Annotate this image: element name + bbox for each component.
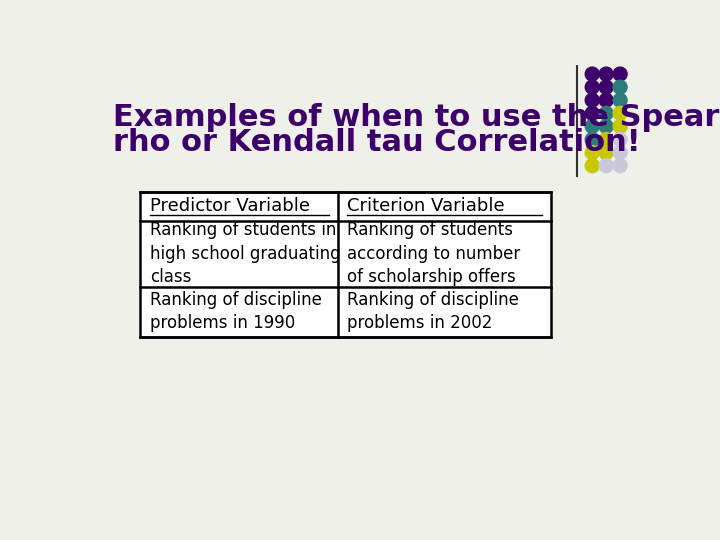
Circle shape: [585, 67, 599, 81]
Circle shape: [585, 93, 599, 107]
Circle shape: [599, 146, 613, 159]
Text: Ranking of students
according to number
of scholarship offers: Ranking of students according to number …: [347, 221, 521, 286]
Circle shape: [613, 67, 627, 81]
Circle shape: [585, 159, 599, 173]
Circle shape: [599, 119, 613, 133]
Circle shape: [613, 132, 627, 146]
Circle shape: [599, 67, 613, 81]
Text: Criterion Variable: Criterion Variable: [347, 198, 505, 215]
Circle shape: [585, 146, 599, 159]
Circle shape: [613, 146, 627, 159]
Circle shape: [599, 80, 613, 94]
Circle shape: [613, 119, 627, 133]
Circle shape: [613, 106, 627, 120]
Text: Examples of when to use the Spearman: Examples of when to use the Spearman: [113, 103, 720, 132]
Bar: [140, 192, 551, 336]
Text: Ranking of students in
high school graduating
class: Ranking of students in high school gradu…: [150, 221, 341, 286]
Text: Ranking of discipline
problems in 1990: Ranking of discipline problems in 1990: [150, 291, 322, 333]
Circle shape: [599, 106, 613, 120]
Circle shape: [613, 80, 627, 94]
Circle shape: [585, 106, 599, 120]
Circle shape: [585, 132, 599, 146]
Circle shape: [613, 93, 627, 107]
Text: Predictor Variable: Predictor Variable: [150, 198, 310, 215]
Circle shape: [599, 132, 613, 146]
Circle shape: [613, 159, 627, 173]
Text: rho or Kendall tau Correlation!: rho or Kendall tau Correlation!: [113, 128, 641, 157]
Circle shape: [585, 119, 599, 133]
Text: Ranking of discipline
problems in 2002: Ranking of discipline problems in 2002: [347, 291, 519, 333]
Circle shape: [585, 80, 599, 94]
Circle shape: [599, 159, 613, 173]
Circle shape: [599, 93, 613, 107]
